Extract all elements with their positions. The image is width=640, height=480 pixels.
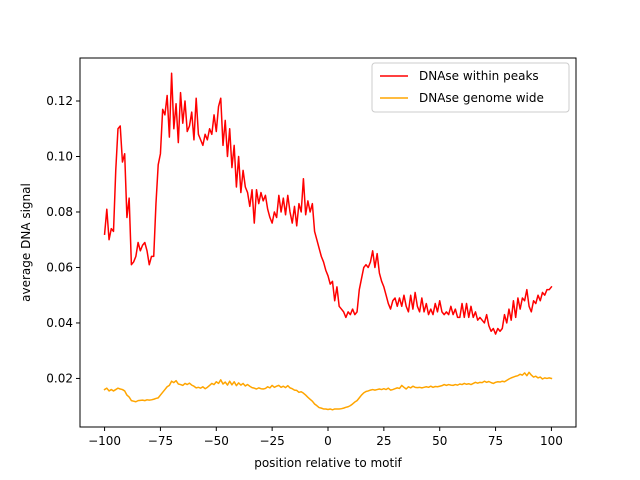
y-tick-label: 0.12 (46, 94, 73, 108)
series-line-1 (103, 371, 553, 411)
x-tick-label: −50 (204, 434, 229, 448)
x-tick-label: 75 (488, 434, 503, 448)
legend-label-within-peaks: DNAse within peaks (419, 69, 539, 83)
legend: DNAse within peaks DNAse genome wide (371, 62, 570, 113)
plot-layer (103, 72, 553, 411)
y-tick-label: 0.04 (46, 316, 73, 330)
x-tick-label: 0 (324, 434, 332, 448)
y-axis-label: average DNA signal (19, 183, 33, 302)
y-tick-label: 0.02 (46, 371, 73, 385)
legend-label-genome-wide: DNAse genome wide (419, 91, 544, 105)
x-axis-label: position relative to motif (254, 456, 402, 470)
x-tick-label: 25 (376, 434, 391, 448)
ticks-layer: −100 −75 −50 −25 0 25 50 75 100 0.02 0.04 0.06 0.08 0… (46, 94, 563, 448)
x-tick-label: −100 (88, 434, 121, 448)
x-tick-label: −75 (148, 434, 173, 448)
x-tick-label: −25 (259, 434, 284, 448)
y-tick-label: 0.08 (46, 205, 73, 219)
x-tick-label: 50 (432, 434, 447, 448)
y-tick-label: 0.10 (46, 149, 73, 163)
y-tick-label: 0.06 (46, 260, 73, 274)
series-line-0 (103, 72, 553, 335)
legend-box (371, 62, 570, 113)
x-tick-label: 100 (540, 434, 563, 448)
